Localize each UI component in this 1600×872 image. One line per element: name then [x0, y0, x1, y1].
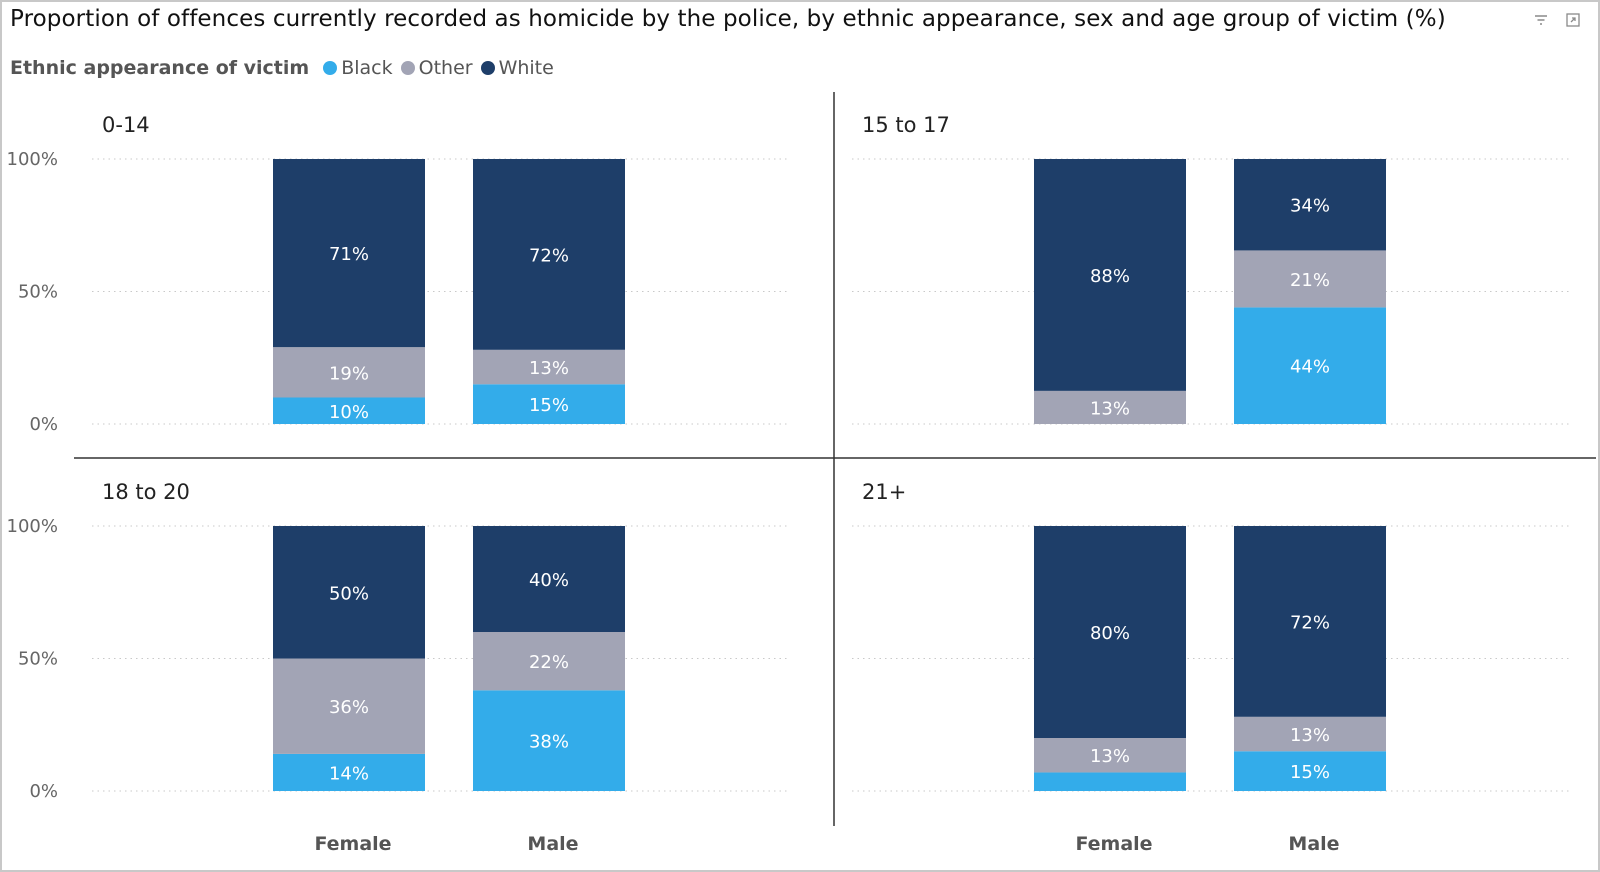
- panel-label-21: 21+: [862, 480, 906, 504]
- x-category-label-female: Female: [314, 833, 391, 855]
- x-category-label-female: Female: [1075, 833, 1152, 855]
- visual-header-icons: [1532, 12, 1582, 30]
- bar-21-male-black: [1234, 751, 1386, 791]
- legend-dot-other: [400, 61, 415, 75]
- legend: Ethnic appearance of victim Black Other …: [10, 57, 562, 79]
- bar-0-14-male-white: [473, 159, 625, 350]
- data-label: 80%: [1090, 623, 1130, 644]
- legend-label-other: Other: [418, 57, 473, 79]
- bar-15-to-17-female-other: [1034, 390, 1186, 424]
- bar-0-14-female-white: [273, 159, 425, 348]
- bar-21-male-white: [1234, 526, 1386, 717]
- legend-item-other[interactable]: Other: [400, 57, 473, 79]
- data-label: 72%: [1290, 612, 1330, 633]
- legend-label-white: White: [498, 57, 554, 79]
- data-label: 40%: [529, 570, 569, 591]
- focus-mode-icon[interactable]: [1564, 12, 1582, 30]
- bar-18-to-20-male-other: [473, 632, 625, 691]
- bar-0-14-male-black: [473, 384, 625, 424]
- bar-15-to-17-male-black: [1234, 307, 1386, 424]
- data-label: 34%: [1290, 196, 1330, 217]
- bar-0-14-male-other: [473, 349, 625, 385]
- data-label: 50%: [329, 583, 369, 604]
- bar-18-to-20-male-black: [473, 690, 625, 791]
- legend-item-white[interactable]: White: [480, 57, 554, 79]
- bar-15-to-17-male-white: [1234, 159, 1386, 251]
- data-label: 19%: [329, 363, 369, 384]
- data-label: 71%: [329, 244, 369, 265]
- data-label: 22%: [529, 652, 569, 673]
- bar-18-to-20-male-white: [473, 526, 625, 632]
- y-tick-label: 100%: [7, 149, 58, 170]
- data-label: 21%: [1290, 270, 1330, 291]
- data-label: 14%: [329, 763, 369, 784]
- data-label: 15%: [529, 395, 569, 416]
- y-tick-label: 100%: [7, 516, 58, 537]
- bar-21-female-black: [1034, 772, 1186, 791]
- data-label: 15%: [1290, 762, 1330, 783]
- legend-label-black: Black: [341, 57, 393, 79]
- legend-dot-white: [480, 61, 495, 75]
- y-tick-label: 0%: [29, 781, 58, 802]
- legend-dot-black: [323, 61, 338, 75]
- y-tick-label: 0%: [29, 414, 58, 435]
- filter-icon[interactable]: [1532, 12, 1550, 30]
- x-category-label-male: Male: [1288, 833, 1339, 855]
- data-label: 38%: [529, 732, 569, 753]
- bar-0-14-female-other: [273, 347, 425, 398]
- data-label: 72%: [529, 245, 569, 266]
- data-label: 44%: [1290, 357, 1330, 378]
- data-label: 13%: [1090, 746, 1130, 767]
- data-label: 13%: [1290, 725, 1330, 746]
- bar-18-to-20-female-other: [273, 658, 425, 754]
- bar-21-female-other: [1034, 738, 1186, 773]
- data-label: 13%: [1090, 398, 1130, 419]
- panel-label-18-to-20: 18 to 20: [102, 480, 190, 504]
- x-category-label-male: Male: [527, 833, 578, 855]
- data-label: 13%: [529, 358, 569, 379]
- bar-21-female-white: [1034, 526, 1186, 738]
- legend-item-black[interactable]: Black: [323, 57, 393, 79]
- panel-label-15-to-17: 15 to 17: [862, 113, 950, 137]
- bar-18-to-20-female-black: [273, 753, 425, 791]
- y-tick-label: 50%: [18, 282, 58, 303]
- bar-15-to-17-male-other: [1234, 250, 1386, 308]
- bar-18-to-20-female-white: [273, 526, 425, 659]
- bar-21-male-other: [1234, 716, 1386, 752]
- bar-15-to-17-female-white: [1034, 159, 1186, 391]
- data-label: 10%: [329, 402, 369, 423]
- y-tick-label: 50%: [18, 649, 58, 670]
- data-label: 36%: [329, 697, 369, 718]
- chart-title: Proportion of offences currently recorde…: [10, 6, 1446, 32]
- panel-label-0-14: 0-14: [102, 113, 150, 137]
- data-label: 88%: [1090, 266, 1130, 287]
- bar-0-14-female-black: [273, 397, 425, 424]
- legend-title: Ethnic appearance of victim: [10, 57, 310, 79]
